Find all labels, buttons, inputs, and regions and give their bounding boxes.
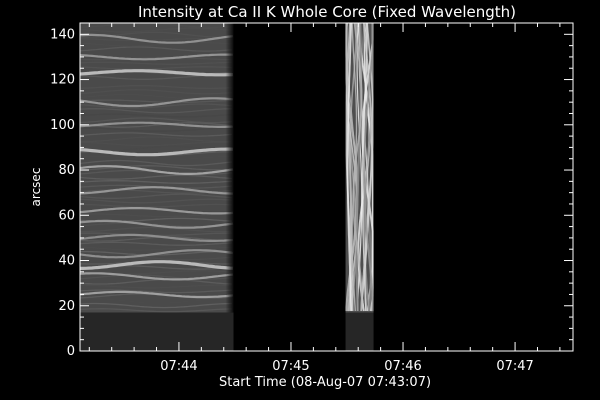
fine-band [80,141,233,147]
fine-band [79,155,233,161]
plot-frame [79,22,574,352]
fine-band [79,274,233,280]
fiber [346,22,353,312]
fine-band [79,113,233,118]
bright-band-12 [79,69,234,77]
bright-band-14 [79,33,234,44]
y-tick-label: 0 [67,344,75,359]
fiber [363,23,374,311]
bright-band-3 [79,249,234,259]
fine-band [79,308,233,313]
x-tick-label: 07:47 [496,359,533,374]
data-block-banded-edge [225,23,234,313]
y-tick-label: 120 [50,73,75,88]
data-block-banded [79,22,234,313]
fine-band [79,278,233,285]
fine-band [79,117,233,124]
data-layer [79,22,374,351]
fine-band [80,284,233,289]
fine-band [80,226,233,233]
fine-band [79,159,233,167]
x-tick-label: 07:45 [272,359,309,374]
bright-band-5 [79,219,234,229]
bright-band-11 [79,97,234,108]
bright-band-9 [79,147,234,157]
fiber [352,22,363,312]
fine-band [79,79,233,85]
fine-band [79,132,233,137]
bright-band-6 [79,207,234,215]
fine-band [80,250,233,256]
fine-band [79,174,233,180]
fine-band [79,56,232,61]
y-axis-label: arcsec [29,168,43,207]
fine-band [79,89,233,95]
axis-layer: 0 20 40 60 80 100 120 140 07:44 07:45 07:46 07:47 [50,22,574,374]
y-tick-label: 20 [58,299,75,314]
bright-band-0 [79,290,234,299]
fine-band [79,46,233,52]
bright-band-8 [79,165,234,175]
fine-band [79,302,233,309]
fine-band [79,193,233,199]
fine-band [79,66,233,70]
fine-band [80,51,232,56]
fine-band [79,103,233,109]
fine-band [79,241,233,246]
fiber [360,22,373,312]
fine-band [79,108,233,114]
no-data-strip-0 [80,312,234,351]
bright-band-2 [80,260,234,270]
fine-band [79,41,233,47]
no-data-strip-1 [345,312,374,351]
x-tick-label: 07:44 [160,359,197,374]
fine-band [79,84,233,90]
fine-band [80,203,233,208]
y-tick-label: 100 [50,118,75,133]
bright-band-13 [79,53,234,61]
y-tick-label: 140 [50,27,75,42]
fine-band [79,165,233,171]
chart-title: Intensity at Ca II K Whole Core (Fixed W… [138,3,516,21]
bright-band-10 [79,121,234,128]
fine-band [79,246,233,251]
y-tick-label: 40 [58,254,75,269]
fine-band [79,297,232,304]
fine-band [79,27,233,33]
fine-band [79,61,233,65]
data-block-fibrous [345,22,374,313]
fine-band [79,213,232,218]
fine-band [79,289,233,294]
bright-band-4 [79,233,234,242]
fine-band [79,198,233,204]
y-tick-label: 60 [58,208,75,223]
fine-band [79,37,233,42]
y-tick-label: 80 [58,163,75,178]
fine-band [79,127,232,132]
bright-band-7 [79,186,234,195]
fine-band [79,180,233,184]
bright-band-1 [79,272,234,281]
fine-band [79,136,233,143]
fine-band [79,122,233,128]
x-axis-label: Start Time (08-Aug-07 07:43:07) [219,375,431,390]
fiber [345,22,359,311]
fine-band [79,99,233,104]
x-tick-label: 07:46 [384,359,421,374]
